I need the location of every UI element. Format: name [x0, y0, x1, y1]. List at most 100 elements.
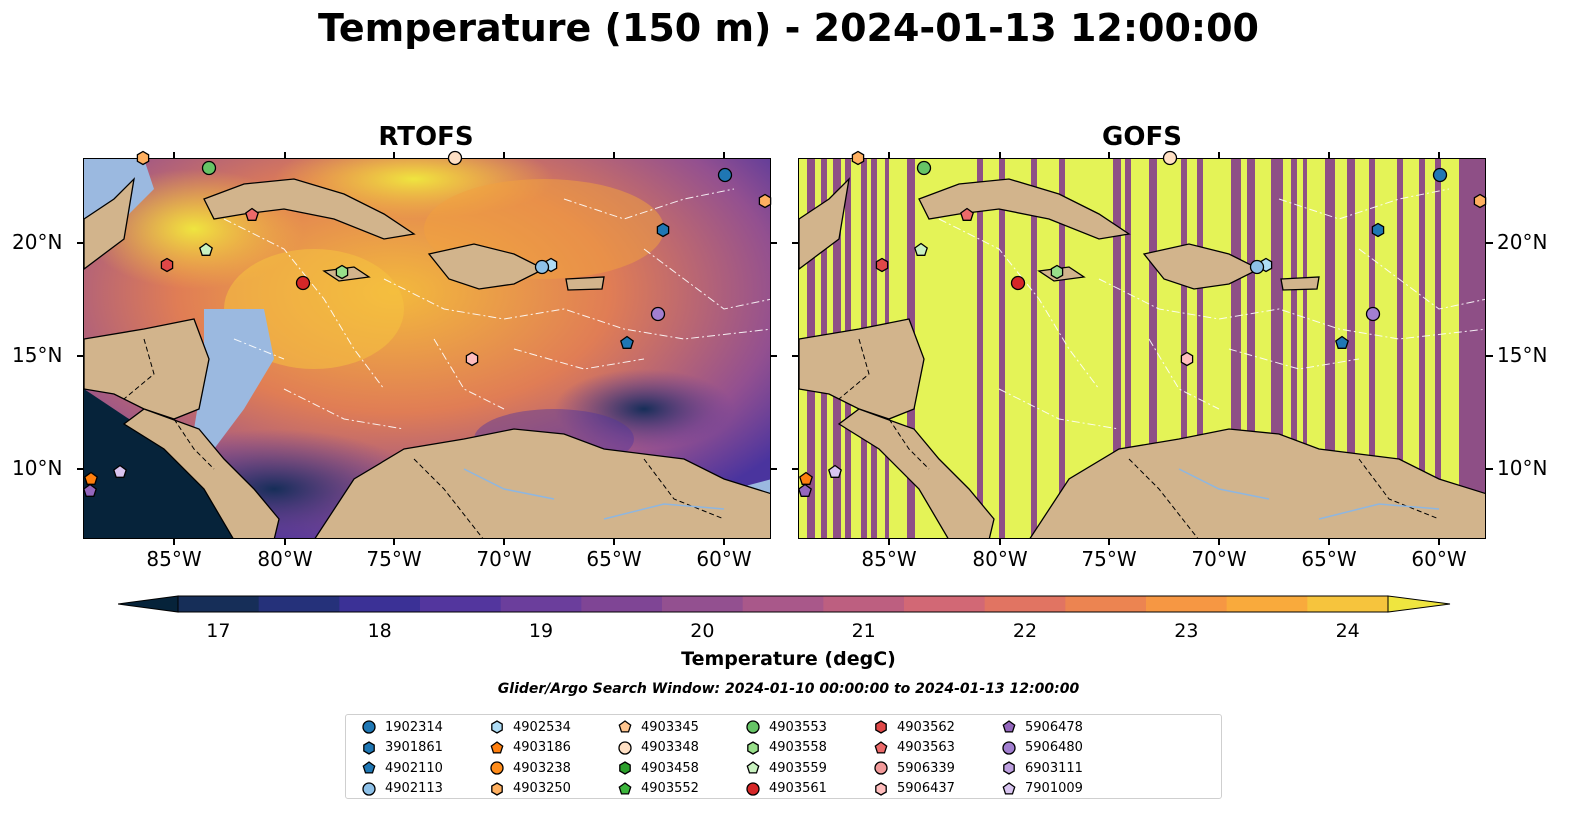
hexagon-marker-icon [619, 761, 631, 775]
hexagon-marker-icon [747, 740, 759, 755]
y-tick-mark [1486, 242, 1493, 244]
legend-label: 4903563 [897, 740, 955, 755]
legend-entry: 5906437 [873, 780, 955, 798]
float-marker [798, 483, 812, 497]
legend-entry: 6903111 [1001, 759, 1083, 777]
legend-entry: 4903348 [617, 739, 699, 757]
y-tick-mark [792, 355, 799, 357]
legend-label: 4903559 [769, 760, 827, 776]
float-marker [1050, 264, 1064, 280]
colorbar-tick-label: 21 [851, 620, 876, 642]
x-tick-mark [999, 538, 1001, 545]
pentagon-marker-icon [362, 761, 376, 774]
colorbar-segment [258, 596, 340, 612]
float-marker [1249, 259, 1265, 275]
hexagon-marker-icon [363, 740, 375, 755]
x-tick-mark [723, 152, 725, 159]
float-marker [620, 335, 634, 349]
float-marker [113, 464, 127, 478]
colorbar-segment [662, 596, 744, 612]
hexagon-marker-icon [875, 720, 887, 734]
x-tick-mark [1218, 152, 1220, 159]
colorbar-segment [904, 596, 986, 612]
pentagon-marker-icon [1002, 720, 1016, 733]
hexagon-marker-icon [491, 720, 503, 734]
legend-entry: 4902534 [489, 718, 571, 736]
x-tick-label: 60°W [1411, 547, 1467, 571]
x-tick-label: 65°W [586, 547, 642, 571]
x-tick-mark [393, 152, 395, 159]
rtofs-map [83, 158, 771, 539]
float-marker [295, 275, 311, 291]
legend-entry: 4903458 [617, 759, 699, 777]
legend-entry: 7901009 [1001, 780, 1083, 798]
x-tick-mark [613, 152, 615, 159]
legend-entry: 5906480 [1001, 739, 1083, 757]
legend-entry: 4903563 [873, 739, 955, 757]
x-tick-mark [999, 152, 1001, 159]
circle-marker-icon [490, 761, 504, 775]
pentagon-marker-icon [618, 781, 632, 795]
legend-entry: 4903561 [745, 780, 827, 798]
y-tick-mark [1486, 355, 1493, 357]
colorbar-segment [742, 596, 824, 612]
legend-label: 4903552 [641, 781, 699, 796]
circle-marker-icon [746, 781, 760, 796]
legend-label: 5906478 [1025, 719, 1083, 735]
legend-label: 5906480 [1025, 740, 1083, 755]
y-tick-mark [770, 355, 777, 357]
x-tick-mark [503, 152, 505, 159]
legend-label: 5906437 [897, 781, 955, 796]
y-tick-label-left: 10°N [12, 456, 63, 480]
legend-label: 4903561 [769, 781, 827, 796]
colorbar-label: Temperature (degC) [681, 648, 896, 670]
x-tick-mark [173, 152, 175, 159]
y-tick-mark [77, 468, 84, 470]
x-tick-mark [613, 538, 615, 545]
colorbar-tick-label: 18 [367, 620, 392, 642]
colorbar-segment [1226, 596, 1308, 612]
hexagon-marker-icon [875, 781, 887, 796]
colorbar-segment [1146, 596, 1228, 612]
legend-label: 4902110 [385, 760, 443, 776]
pentagon-marker-icon [746, 761, 760, 774]
legend: 1902314 3901861 4902110 4902113 4902534 49031… [345, 714, 1222, 799]
legend-entry: 4903562 [873, 718, 955, 736]
legend-entry: 4903345 [617, 718, 699, 736]
y-tick-mark [1486, 468, 1493, 470]
y-tick-mark [77, 242, 84, 244]
x-tick-mark [1438, 152, 1440, 159]
legend-label: 6903111 [1025, 760, 1083, 776]
legend-entry: 5906339 [873, 759, 955, 777]
legend-entry: 4903186 [489, 739, 571, 757]
float-marker [534, 259, 550, 275]
float-marker [656, 222, 670, 238]
float-marker [916, 160, 932, 176]
x-tick-mark [1108, 152, 1110, 159]
legend-label: 5906339 [897, 760, 955, 776]
x-tick-label: 80°W [257, 547, 313, 571]
gofs-map [798, 158, 1486, 539]
colorbar-segment [178, 596, 260, 612]
x-tick-label: 85°W [146, 547, 202, 571]
colorbar-tick-label: 22 [1012, 620, 1038, 642]
legend-entry: 1902314 [361, 718, 443, 736]
y-tick-mark [792, 468, 799, 470]
colorbar-tick-label: 20 [690, 620, 715, 642]
colorbar-segment [500, 596, 582, 612]
figure-title: Temperature (150 m) - 2024-01-13 12:00:0… [317, 6, 1259, 50]
y-tick-label-left: 20°N [12, 230, 63, 254]
legend-label: 4903250 [513, 781, 571, 796]
x-tick-label: 85°W [861, 547, 917, 571]
float-marker [1180, 351, 1194, 367]
legend-label: 1902314 [385, 719, 443, 735]
x-tick-mark [1328, 538, 1330, 545]
y-tick-mark [77, 355, 84, 357]
circle-marker-icon [618, 740, 632, 755]
float-marker [758, 193, 772, 209]
hexagon-marker-icon [1003, 761, 1015, 775]
x-tick-label: 70°W [476, 547, 532, 571]
legend-entry: 4903553 [745, 718, 827, 736]
x-tick-label: 60°W [696, 547, 752, 571]
